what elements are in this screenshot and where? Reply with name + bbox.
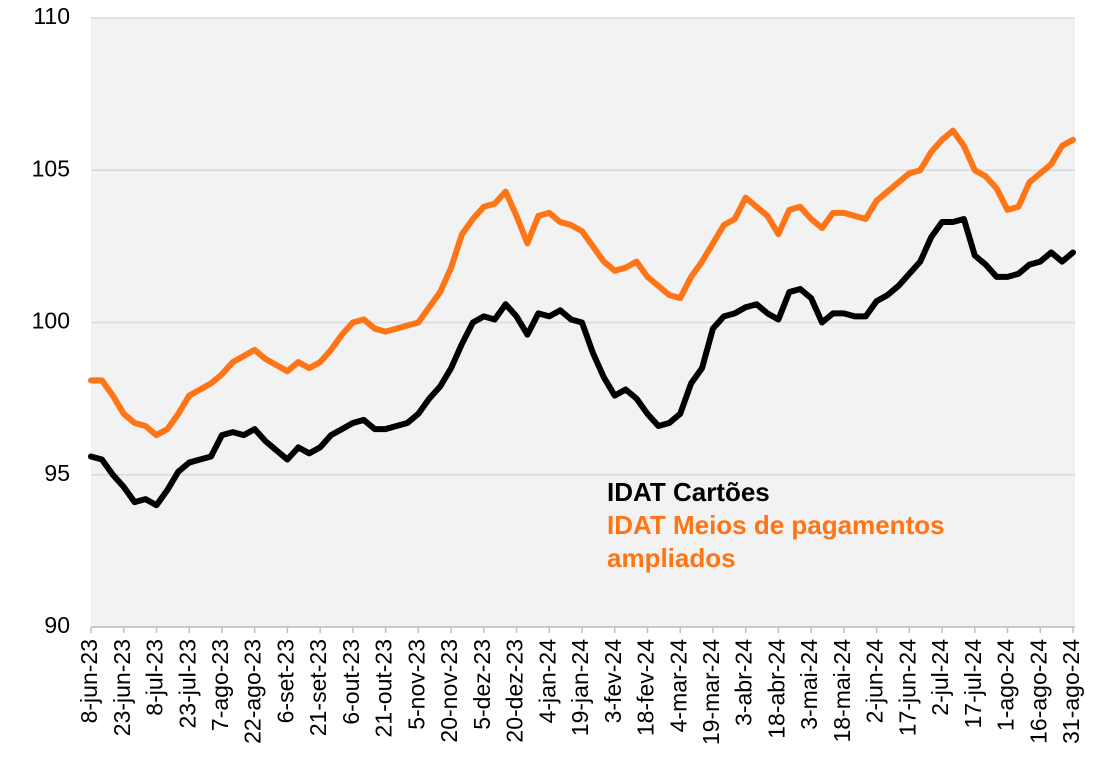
x-tick-label: 17-jul-24 (960, 639, 986, 729)
x-tick-label: 2-jun-24 (862, 639, 888, 724)
x-tick-label: 20-dez-23 (502, 639, 528, 743)
x-tick-label: 18-mai-24 (829, 639, 855, 743)
x-tick-label: 20-nov-23 (436, 639, 462, 743)
legend-entry: IDAT Cartões (607, 477, 770, 507)
x-tick-label: 19-jan-24 (567, 639, 593, 736)
legend-entry: IDAT Meios de pagamentos ampliados (607, 510, 945, 573)
legend: IDAT Cartões IDAT Meios de pagamentos amp… (607, 476, 1037, 575)
y-tick-label: 100 (32, 308, 70, 334)
x-tick-label: 23-jul-23 (174, 639, 200, 729)
x-tick-label: 3-fev-24 (600, 639, 626, 724)
x-tick-label: 1-ago-24 (993, 639, 1019, 731)
x-tick-label: 16-ago-24 (1025, 639, 1051, 744)
x-tick-label: 8-jun-23 (76, 639, 102, 723)
x-tick-label: 3-mai-24 (796, 639, 822, 730)
x-tick-label: 18-fev-24 (633, 639, 659, 736)
y-tick-label: 90 (44, 612, 70, 638)
y-tick-label: 95 (44, 460, 70, 486)
x-tick-label: 4-mar-24 (665, 639, 691, 733)
x-tick-label: 21-out-23 (371, 639, 397, 737)
x-tick-label: 6-set-23 (272, 639, 298, 723)
y-tick-label: 105 (32, 155, 70, 181)
x-tick-label: 17-jun-24 (894, 639, 920, 736)
x-tick-label: 5-dez-23 (469, 639, 495, 730)
x-tick-label: 21-set-23 (305, 639, 331, 736)
x-tick-label: 23-jun-23 (109, 639, 135, 736)
x-tick-label: 4-jan-24 (534, 639, 560, 724)
x-tick-label: 8-jul-23 (142, 639, 168, 716)
x-tick-label: 6-out-23 (338, 639, 364, 725)
x-tick-label: 22-ago-23 (240, 639, 266, 744)
x-tick-label: 7-ago-23 (207, 639, 233, 731)
y-tick-label: 110 (33, 3, 70, 29)
x-tick-label: 31-ago-24 (1058, 639, 1084, 744)
line-series (88, 127, 1076, 439)
x-tick-label: 2-jul-24 (927, 639, 953, 716)
x-tick-label: 5-nov-23 (403, 639, 429, 730)
x-tick-label: 19-mar-24 (698, 639, 724, 745)
x-tick-label: 18-abr-24 (763, 639, 789, 739)
line-series (88, 215, 1076, 509)
x-tick-label: 3-abr-24 (731, 639, 757, 726)
